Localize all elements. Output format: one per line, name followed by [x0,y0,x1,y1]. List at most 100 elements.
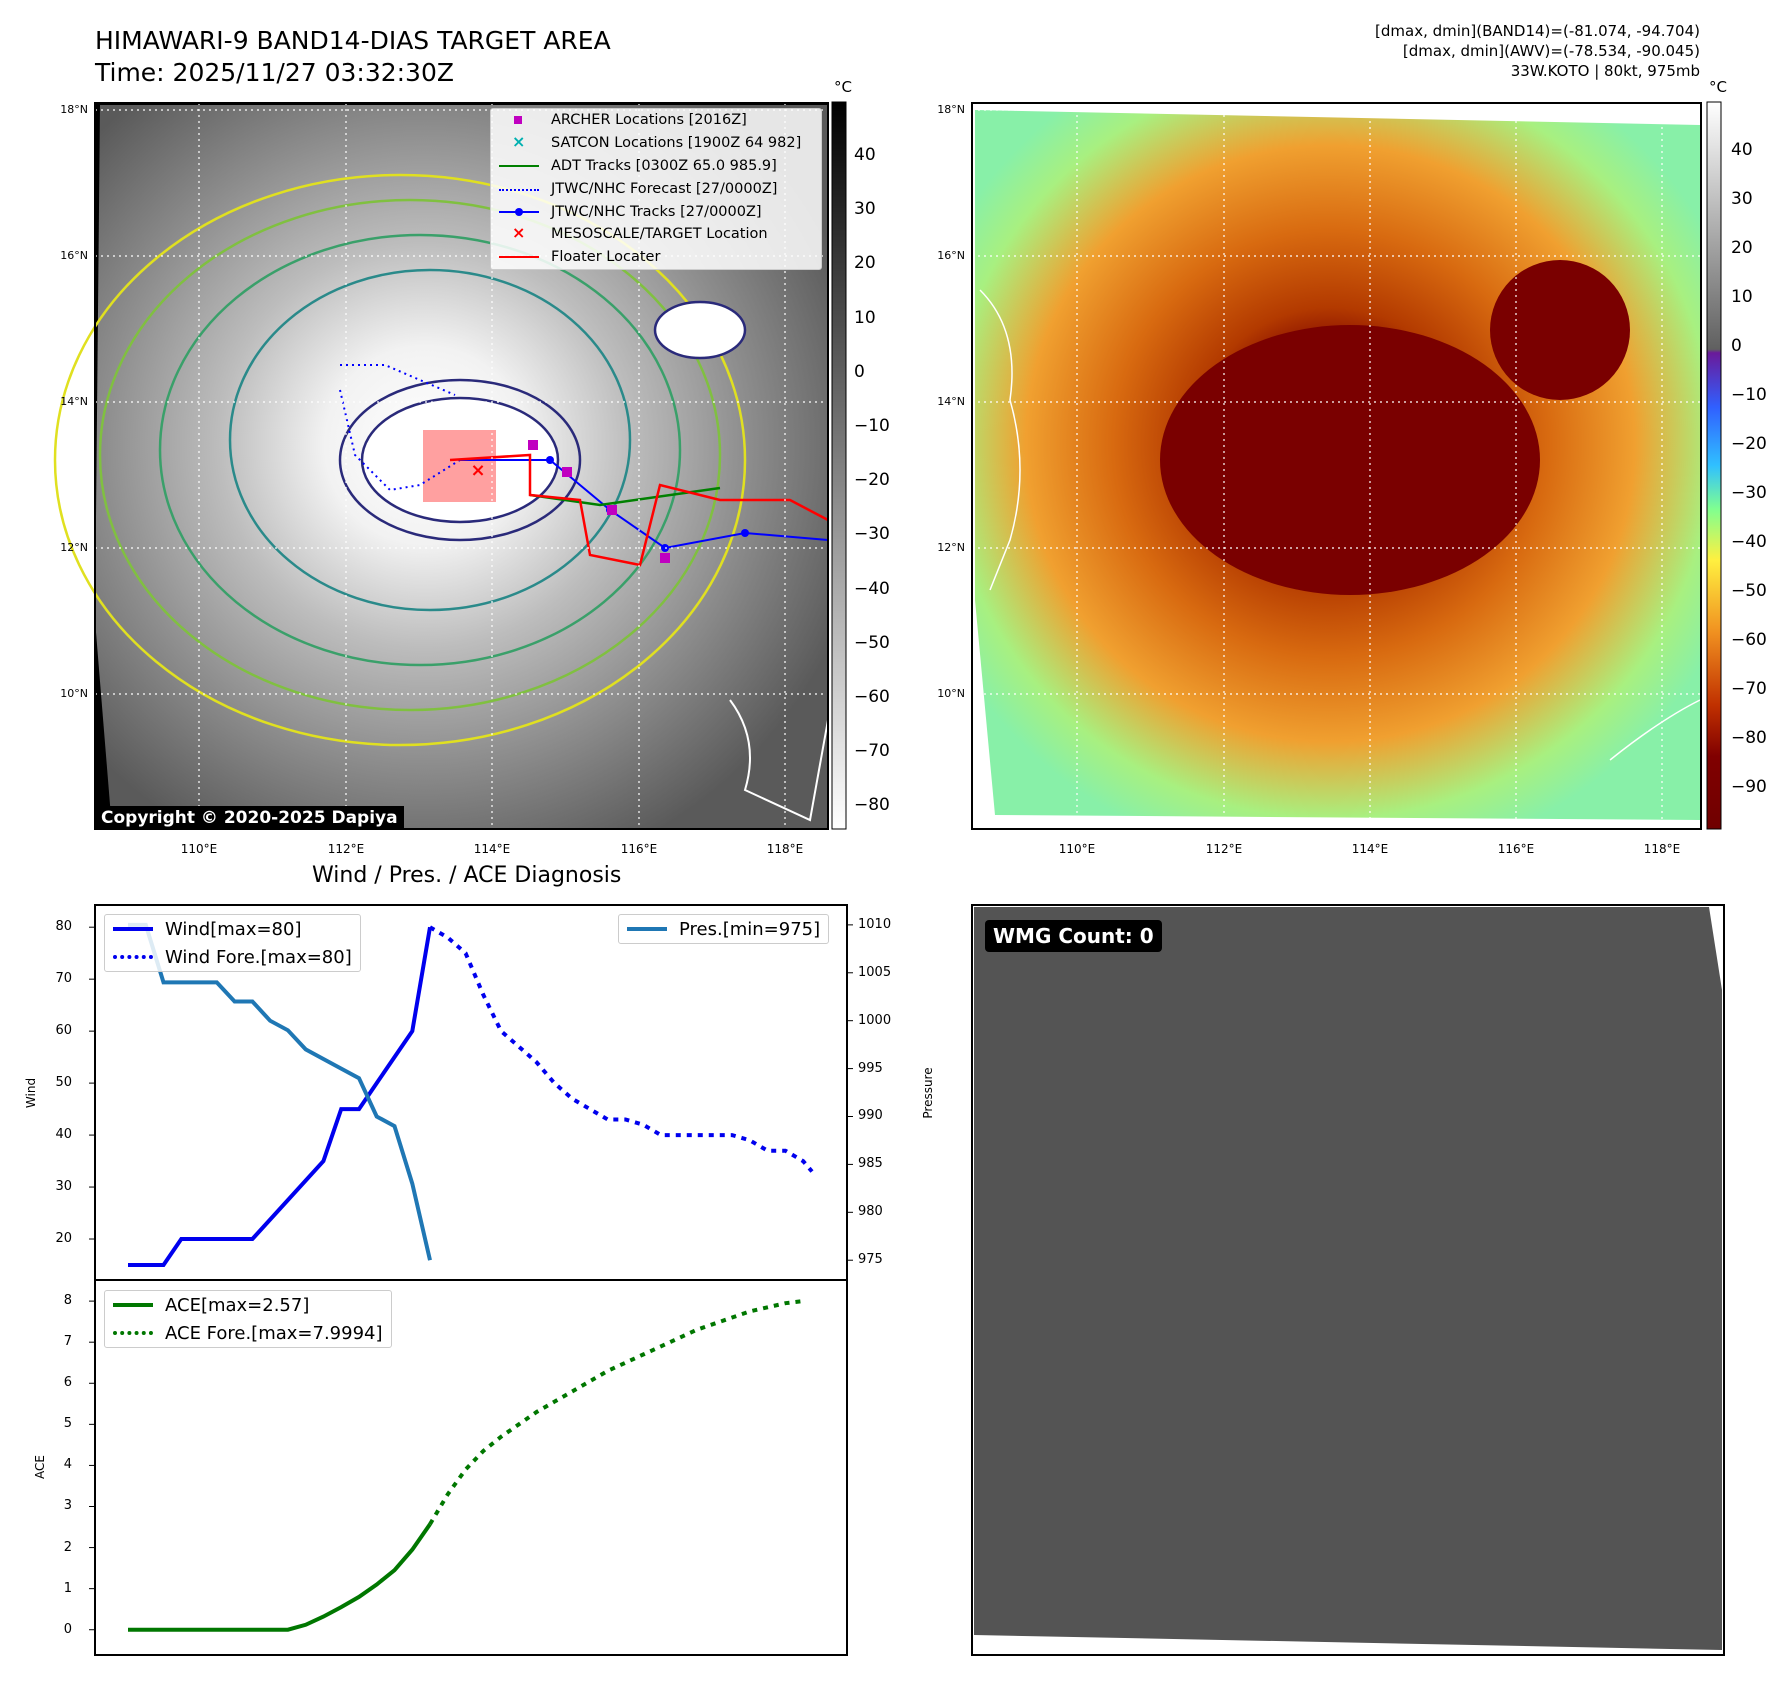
legend-label: Floater Locater [551,249,661,266]
left-colorbar-tick: −10 [854,416,890,436]
map-legend-entry: JTWC/NHC Forecast [27/0000Z] [491,177,821,200]
dmax-band14: [dmax, dmin](BAND14)=(-81.074, -94.704) [1375,22,1700,40]
map-legend-entry: × MESOSCALE/TARGET Location [491,223,821,246]
legend-label: SATCON Locations [1900Z 64 982] [551,135,802,152]
legend-label: JTWC/NHC Forecast [27/0000Z] [551,180,778,197]
floater-track [449,453,829,567]
ace-series-line-0 [128,1523,432,1632]
legend-swatch [499,158,539,174]
legend-label: MESOSCALE/TARGET Location [551,226,768,243]
dmax-awv: [dmax, dmin](AWV)=(-78.534, -90.045) [1402,42,1700,60]
wind-axis-label: Wind [24,1077,38,1109]
pressure-y-tick-label: 985 [858,1156,883,1172]
ace-y-tick-label: 2 [63,1539,72,1555]
svg-text:×: × [470,460,485,481]
map-legend: ARCHER Locations [2016Z] × SATCON Location… [490,108,822,270]
left-colorbar-unit: °C [834,78,852,96]
pressure-y-tick-label: 975 [858,1252,883,1268]
right-colorbar-tick: −20 [1731,434,1767,454]
lat-tick-label-left: 18°N [60,103,88,116]
right-colorbar-tick: −90 [1731,777,1767,797]
lon-tick-label-left: 118°E [766,842,804,856]
chart-legend-entry: Pres.[min=975] [619,915,828,943]
pressure-legend: Pres.[min=975] [618,914,830,944]
lat-tick-label-left: 10°N [60,687,88,700]
ace-y-tick-label: 1 [63,1580,72,1596]
timeseries-title: Wind / Pres. / ACE Diagnosis [312,863,622,888]
left-colorbar-tick: −40 [854,578,890,599]
series-line-0 [128,926,432,1267]
pressure-y-tick-label: 995 [858,1060,883,1076]
wind-y-tick-label: 30 [55,1179,72,1195]
chart-legend-entry: Wind[max=80] [105,915,360,943]
pressure-y-tick-label: 1005 [858,964,892,980]
map-legend-entry: ARCHER Locations [2016Z] [491,109,821,132]
left-colorbar-tick: −20 [854,470,890,491]
legend-swatch [113,1325,153,1341]
pressure-y-tick-label: 1000 [858,1012,892,1028]
ace-legend: ACE[max=2.57] ACE Fore.[max=7.9994] [104,1290,392,1348]
ace-y-tick-label: 7 [63,1334,72,1350]
right-colorbar-unit: °C [1709,78,1727,96]
chart-legend-entry: Wind Fore.[max=80] [105,943,360,971]
map-legend-entry: Floater Locater [491,246,821,269]
legend-swatch [499,204,539,220]
timeseries-panels [89,904,853,1656]
right-colorbar [1706,101,1722,830]
left-colorbar-tick: −60 [854,687,890,707]
ace-y-tick-label: 8 [63,1293,72,1309]
lat-tick-label-left: 16°N [60,249,88,262]
ace-series-line-1 [428,1299,804,1526]
awv-map-panel [971,102,1702,830]
ace-axis-label: ACE [33,1455,47,1479]
right-colorbar-tick: −60 [1731,630,1767,650]
legend-label: JTWC/NHC Tracks [27/0000Z] [551,203,762,220]
pressure-y-tick-label: 1010 [858,916,892,932]
lon-tick-label-right: 110°E [1058,842,1096,856]
right-colorbar-tick: −10 [1731,385,1767,405]
right-colorbar-tick: 40 [1731,140,1753,160]
left-colorbar-tick: −50 [854,632,890,653]
lon-tick-label-left: 110°E [180,842,218,856]
left-colorbar-tick: −70 [854,741,890,762]
figure-title: HIMAWARI-9 BAND14-DIAS TARGET AREA [95,26,611,55]
legend-label: ACE[max=2.57] [165,1294,310,1316]
target-box [423,430,496,502]
right-colorbar-tick: −50 [1731,581,1767,601]
chart-legend-entry: ACE Fore.[max=7.9994] [105,1319,391,1347]
lat-tick-label-left: 14°N [60,395,88,408]
lat-tick-label-right: 12°N [937,541,965,554]
series-line-2 [128,922,432,1261]
pressure-y-tick-label: 990 [858,1108,883,1124]
right-colorbar-tick: −80 [1731,728,1767,748]
right-colorbar-tick: −70 [1731,679,1767,699]
lon-tick-label-right: 118°E [1643,842,1681,856]
jtwc-track [460,459,829,550]
left-colorbar-tick: 30 [854,199,876,220]
ace-y-tick-label: 4 [63,1457,72,1473]
legend-swatch [499,249,539,265]
wind-y-tick-label: 40 [55,1127,72,1143]
legend-swatch: × [512,132,526,152]
right-colorbar-tick: −40 [1731,532,1767,552]
lon-tick-label-left: 116°E [620,842,658,856]
wind-y-tick-label: 20 [55,1231,72,1246]
lat-tick-label-right: 10°N [937,687,965,700]
legend-label: ADT Tracks [0300Z 65.0 985.9] [551,157,777,174]
series-line-1 [428,925,814,1173]
wmg-count-badge: WMG Count: 0 [985,920,1162,952]
lat-tick-label-right: 18°N [937,103,965,116]
legend-label: Pres.[min=975] [679,918,821,940]
legend-swatch [627,921,667,937]
wind-y-tick-label: 70 [55,971,72,987]
ace-y-tick-label: 5 [63,1416,72,1432]
right-colorbar-tick: 0 [1731,336,1742,356]
left-colorbar-tick: −30 [854,524,890,545]
lon-tick-label-left: 114°E [473,842,511,856]
wmg-panel [971,904,1725,1656]
lat-tick-label-left: 12°N [60,541,88,554]
left-colorbar-tick: 0 [854,361,865,382]
copyright-badge: Copyright © 2020-2025 Dapiya [95,806,404,830]
ace-y-tick-label: 6 [63,1375,72,1391]
